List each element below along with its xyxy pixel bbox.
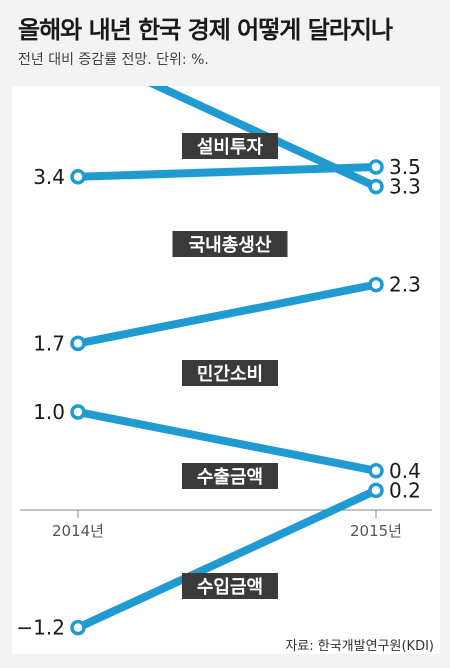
series-label: 수입금액 [197, 576, 263, 598]
series-line [74, 408, 380, 475]
data-label: 3.5 [389, 155, 421, 179]
series-label: 수출금액 [197, 467, 263, 488]
chart-subtitle: 전년 대비 증감률 전망. 단위: %. [18, 52, 209, 68]
series-5: −1.2 0.2 수입금액 [16, 478, 420, 639]
series-line [147, 86, 380, 191]
data-point [70, 404, 86, 420]
series-line [74, 163, 380, 181]
data-label: 0.2 [389, 478, 421, 502]
series-label-box [182, 133, 278, 159]
series-label: 민간소비 [197, 364, 263, 385]
series-line [74, 280, 380, 348]
plot-area: 2014년2015년4.73.3설비투자3.43.5국내총생산1.72.3민간소… [12, 86, 440, 654]
data-point [368, 276, 384, 293]
series-3: 1.7 2.3 민간소비 [33, 273, 421, 386]
data-point [70, 619, 86, 636]
data-label: 3.4 [33, 165, 65, 189]
series-label-box [182, 573, 278, 599]
series-4: 1.0 0.4 수출금액 [33, 400, 421, 489]
data-label: 1.0 [33, 400, 65, 424]
chart-title: 올해와 내년 한국 경제 어떻게 달라지나 [18, 16, 393, 44]
series-label: 국내총생산 [189, 235, 272, 256]
data-point [368, 159, 384, 175]
data-label: −1.2 [16, 616, 65, 640]
series-label-box [172, 231, 288, 257]
line-chart: 2014년2015년4.73.3설비투자3.43.5국내총생산1.72.3민간소… [16, 86, 432, 640]
data-point [368, 178, 384, 195]
series-label-box [182, 463, 278, 489]
series-label-box [182, 360, 278, 386]
data-point [70, 169, 86, 185]
data-point [70, 335, 86, 352]
data-label: 3.3 [389, 175, 421, 199]
series-2: 3.4 3.5 국내총생산 [33, 155, 421, 257]
data-point [368, 463, 384, 479]
data-label: 2.3 [389, 273, 421, 297]
series-line [74, 486, 380, 632]
source-note: 자료: 한국개발연구원(KDI) [285, 639, 434, 654]
x-tick-label: 2014년 [52, 522, 104, 540]
data-point [368, 482, 384, 499]
data-label: 0.4 [389, 459, 421, 483]
series-label: 설비투자 [197, 137, 264, 158]
x-tick-label: 2015년 [350, 522, 402, 540]
data-label: 1.7 [33, 331, 65, 355]
